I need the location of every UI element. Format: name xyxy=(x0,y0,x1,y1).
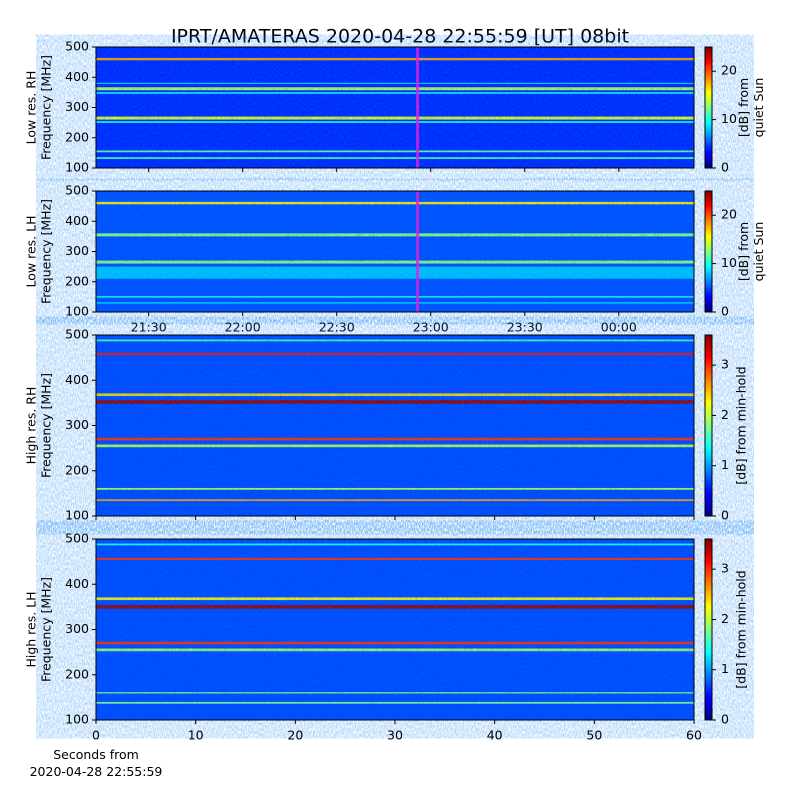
x-tick-label: 30 xyxy=(387,728,403,743)
y-axis-label: Frequency [MHz] xyxy=(39,55,54,160)
y-axis-label: Frequency [MHz] xyxy=(39,373,54,478)
y-tick-label: 400 xyxy=(65,213,89,228)
x-tick-label: 60 xyxy=(686,728,702,743)
colorbar-label: quiet Sun xyxy=(751,222,766,282)
colorbar-label: [dB] from min-hold xyxy=(734,570,749,688)
y-tick-label: 500 xyxy=(65,183,89,198)
noise-texture xyxy=(96,47,694,168)
x-tick-label: 50 xyxy=(586,728,602,743)
axes-frame xyxy=(95,46,695,169)
x-tick-label: 23:30 xyxy=(507,320,543,335)
colorbar xyxy=(704,334,713,517)
y-tick-label: 100 xyxy=(65,304,89,319)
x-tick-label: 00:00 xyxy=(601,320,637,335)
y-axis-label: Frequency [MHz] xyxy=(39,199,54,304)
colorbar-tick-label: 1 xyxy=(721,661,729,676)
colorbar-tick-label: 2 xyxy=(721,407,729,422)
y-tick-label: 100 xyxy=(65,712,89,727)
y-tick-label: 300 xyxy=(65,99,89,114)
y-tick-label: 400 xyxy=(65,69,89,84)
y-tick-label: 400 xyxy=(65,576,89,591)
colorbar-tick-label: 0 xyxy=(721,304,729,319)
y-tick-label: 300 xyxy=(65,417,89,432)
x-tick-label: 40 xyxy=(487,728,503,743)
noise-texture xyxy=(96,191,694,312)
y-tick-label: 500 xyxy=(65,39,89,54)
chart-title: IPRT/AMATERAS 2020-04-28 22:55:59 [UT] 0… xyxy=(171,26,629,48)
x-tick-label: 23:00 xyxy=(413,320,449,335)
colorbar-label: [dB] from xyxy=(736,78,751,137)
axes-frame xyxy=(95,334,695,517)
noise-texture xyxy=(96,335,694,516)
colorbar-tick-label: 0 xyxy=(721,508,729,523)
colorbar-tick-label: 0 xyxy=(721,160,729,175)
colorbar-tick-label: 0 xyxy=(721,712,729,727)
colorbar xyxy=(704,538,713,721)
y-tick-label: 100 xyxy=(65,508,89,523)
y-axis-label: Frequency [MHz] xyxy=(39,577,54,682)
x-tick-label: 10 xyxy=(188,728,204,743)
axes-frame xyxy=(95,190,695,313)
x-tick-label: 22:30 xyxy=(319,320,355,335)
axes-frame xyxy=(95,538,695,721)
colorbar-label: [dB] from min-hold xyxy=(734,366,749,484)
y-axis-label: High res. LH xyxy=(24,591,39,667)
y-tick-label: 500 xyxy=(65,327,89,342)
y-axis-label: High res. RH xyxy=(24,387,39,465)
colorbar-tick-label: 3 xyxy=(721,357,729,372)
y-tick-label: 400 xyxy=(65,372,89,387)
colorbar-tick-label: 10 xyxy=(721,111,737,126)
colorbar-tick-label: 2 xyxy=(721,611,729,626)
y-tick-label: 300 xyxy=(65,621,89,636)
x-tick-label: 21:30 xyxy=(131,320,167,335)
colorbar-tick-label: 20 xyxy=(721,207,737,222)
noise-texture xyxy=(96,539,694,720)
colorbar-tick-label: 20 xyxy=(721,63,737,78)
x-axis-label: Seconds from 2020-04-28 22:55:59 xyxy=(29,747,163,779)
colorbar xyxy=(704,46,713,169)
y-tick-label: 200 xyxy=(65,129,89,144)
y-tick-label: 100 xyxy=(65,160,89,175)
colorbar-label: [dB] from xyxy=(736,222,751,281)
colorbar-label: quiet Sun xyxy=(751,78,766,138)
y-tick-label: 300 xyxy=(65,243,89,258)
colorbar xyxy=(704,190,713,313)
y-axis-label: Low res. LH xyxy=(24,216,39,288)
x-tick-label: 0 xyxy=(92,728,100,743)
x-tick-label: 20 xyxy=(287,728,303,743)
y-tick-label: 200 xyxy=(65,273,89,288)
y-axis-label: Low res. RH xyxy=(24,71,39,145)
x-tick-label: 22:00 xyxy=(225,320,261,335)
y-tick-label: 500 xyxy=(65,531,89,546)
y-tick-label: 200 xyxy=(65,666,89,681)
y-tick-label: 200 xyxy=(65,462,89,477)
colorbar-tick-label: 3 xyxy=(721,561,729,576)
colorbar-tick-label: 10 xyxy=(721,255,737,270)
colorbar-tick-label: 1 xyxy=(721,457,729,472)
